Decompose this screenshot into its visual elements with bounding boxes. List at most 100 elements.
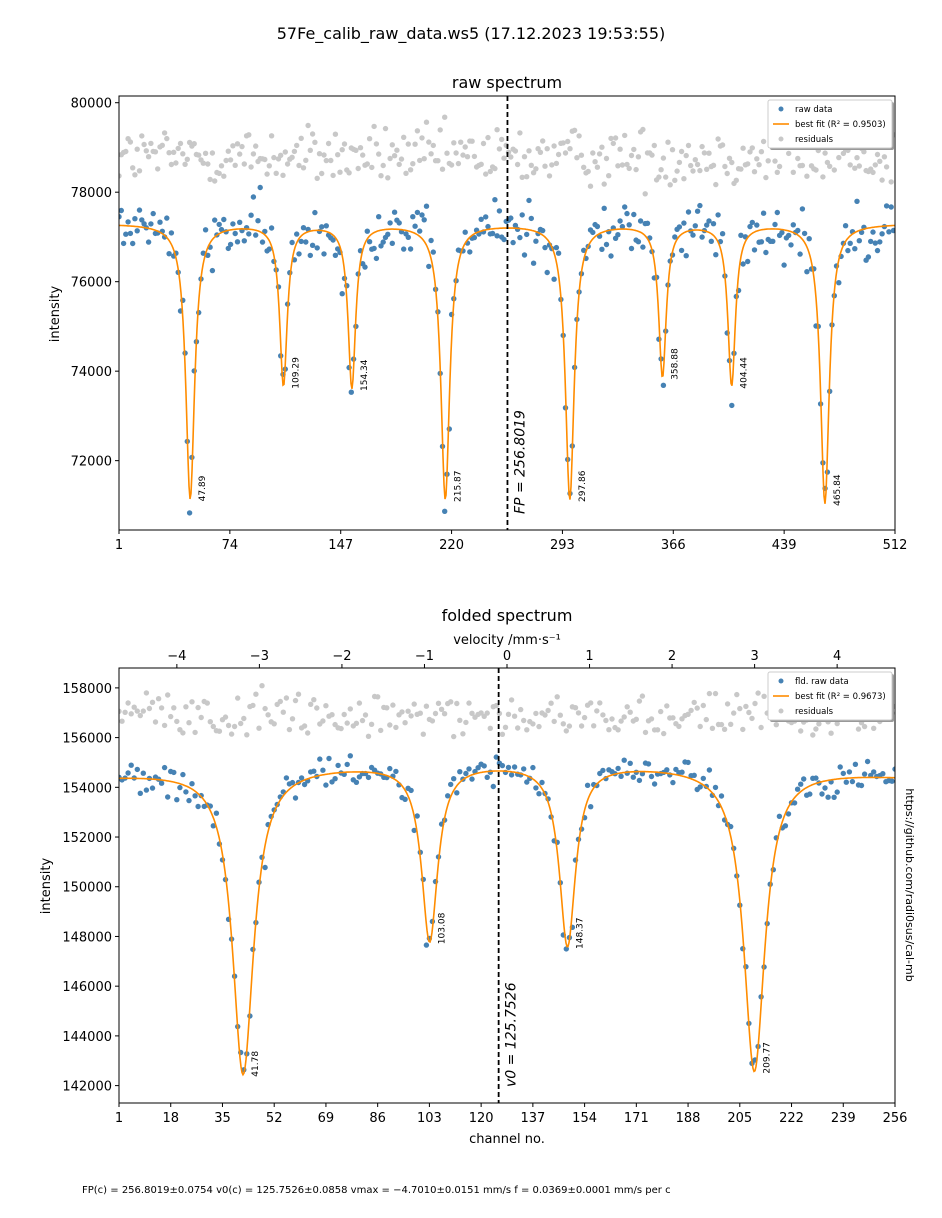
residual-point: [774, 169, 780, 175]
residual-point: [171, 149, 177, 155]
raw-data-point: [493, 754, 499, 760]
raw-data-point: [785, 811, 792, 817]
residual-point: [291, 148, 298, 155]
residual-point: [761, 693, 767, 699]
residual-point: [375, 694, 381, 700]
raw-data-point: [749, 219, 755, 226]
raw-data-point: [417, 228, 423, 234]
y-tick-label: 158000: [62, 682, 112, 697]
raw-data-point: [544, 269, 550, 276]
raw-data-point: [323, 223, 329, 229]
raw-data-point: [123, 231, 129, 237]
raw-data-point: [421, 217, 427, 223]
residual-point: [642, 191, 648, 197]
raw-data-point: [751, 247, 758, 253]
raw-data-point: [511, 764, 518, 770]
residual-point: [256, 725, 262, 731]
residual-point: [754, 156, 760, 162]
folded-spectrum-xlabel: channel no.: [469, 1132, 545, 1147]
residual-point: [232, 162, 238, 168]
raw-data-point: [366, 239, 373, 245]
raw-data-point: [391, 209, 398, 215]
raw-data-point: [387, 220, 393, 226]
residual-point: [347, 706, 353, 712]
residual-point: [601, 181, 607, 187]
raw-data-point: [405, 234, 411, 240]
raw-data-point: [626, 222, 632, 228]
residual-point: [204, 700, 210, 706]
peak-label: 404.44: [740, 357, 750, 389]
raw-data-point: [484, 774, 490, 780]
residual-point: [621, 714, 627, 720]
raw-data-point: [842, 223, 849, 229]
residual-point: [763, 174, 769, 181]
residual-point: [861, 723, 868, 730]
raw-data-point: [872, 240, 878, 246]
residual-point: [560, 721, 566, 727]
residual-point: [729, 159, 735, 166]
residual-point: [328, 157, 334, 164]
residual-point: [537, 149, 544, 155]
residual-point: [186, 720, 192, 726]
residual-point: [280, 172, 286, 178]
raw-data-point: [804, 269, 810, 275]
raw-data-point: [125, 770, 131, 776]
raw-data-point: [209, 267, 216, 274]
raw-data-point: [622, 204, 628, 210]
raw-data-point: [508, 772, 515, 778]
plot-data: [119, 683, 895, 1077]
raw-data-point: [234, 239, 241, 245]
residual-point: [519, 174, 525, 180]
raw-data-point: [312, 209, 318, 216]
residual-point: [228, 731, 235, 737]
raw-data-point: [519, 212, 525, 218]
residual-point: [734, 691, 740, 698]
residual-point: [278, 152, 284, 158]
residual-point: [143, 690, 150, 696]
velocity-tick-label: −2: [332, 649, 351, 664]
y-tick-label: 148000: [62, 930, 112, 945]
residual-point: [722, 163, 728, 170]
residual-point: [690, 168, 696, 174]
residual-point: [401, 134, 407, 140]
raw-data-point: [307, 252, 313, 259]
residual-point: [448, 699, 454, 705]
raw-data-point: [475, 765, 481, 771]
peak-label: 148.37: [576, 918, 586, 950]
residual-point: [596, 151, 603, 157]
residual-point: [640, 126, 646, 133]
raw-data-point: [637, 218, 644, 224]
raw-data-point: [230, 221, 236, 227]
residual-point: [130, 165, 136, 171]
peak-label: 109.29: [291, 357, 301, 389]
raw-spectrum-panel: raw spectrum intensity FP = 256.8019 47.8…: [48, 73, 907, 553]
residual-point: [462, 144, 468, 150]
residual-point: [463, 719, 469, 726]
raw-data-point: [679, 769, 685, 775]
residual-point: [207, 719, 213, 725]
raw-data-point: [292, 795, 299, 801]
raw-data-point: [508, 215, 514, 221]
raw-data-point: [729, 402, 735, 409]
residual-point: [158, 705, 165, 711]
residual-point: [174, 718, 180, 725]
raw-data-point: [335, 762, 341, 769]
residual-point: [665, 139, 671, 145]
residual-point: [578, 723, 585, 729]
residual-point: [396, 161, 402, 168]
raw-data-point: [533, 785, 539, 791]
residual-point: [183, 704, 189, 710]
residual-point: [309, 131, 316, 137]
residual-point: [626, 165, 632, 172]
residual-point: [587, 183, 594, 189]
raw-data-point: [364, 228, 370, 234]
raw-data-point: [636, 777, 643, 784]
raw-data-point: [414, 813, 420, 819]
raw-data-point: [134, 766, 140, 773]
residual-point: [760, 138, 767, 145]
raw-data-point: [332, 252, 339, 258]
residual-point: [670, 715, 676, 721]
residual-point: [209, 150, 216, 156]
residual-point: [624, 704, 630, 710]
residual-point: [357, 145, 364, 151]
